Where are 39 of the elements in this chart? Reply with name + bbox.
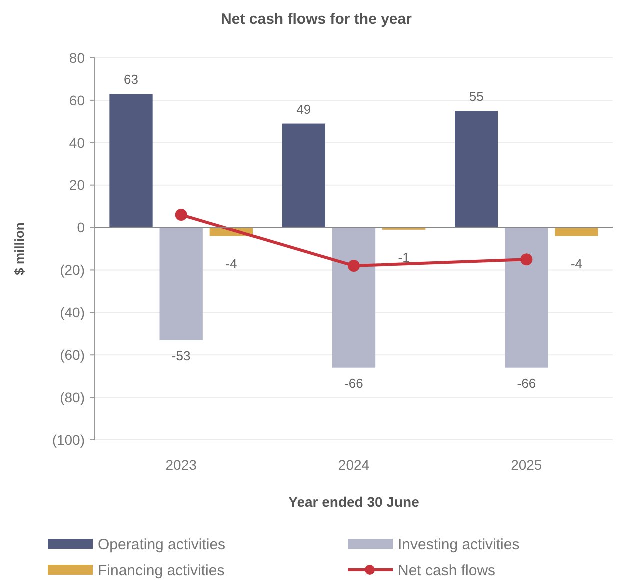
x-tick-label: 2023: [166, 457, 198, 473]
x-axis-title: Year ended 30 June: [288, 494, 420, 510]
y-axis-title: $ million: [12, 222, 27, 276]
y-tick-label: 80: [69, 50, 86, 66]
legend-label: Financing activities: [98, 562, 225, 580]
data-label: -4: [226, 256, 238, 272]
point: [175, 209, 188, 222]
data-label: 55: [469, 89, 484, 104]
data-label: -66: [344, 376, 364, 391]
data-label: -66: [517, 376, 536, 391]
point: [520, 254, 533, 266]
data-label: 63: [124, 72, 138, 88]
bar: [332, 228, 376, 368]
y-tick-label: (60): [60, 347, 85, 364]
y-tick-label: (100): [52, 432, 85, 448]
y-tick-label: 40: [69, 134, 86, 151]
bar: [455, 111, 498, 228]
bar: [160, 228, 203, 340]
bar: [282, 124, 326, 228]
chart-title: Net cash flows for the year: [221, 11, 412, 28]
legend-label: Net cash flows: [398, 562, 496, 580]
data-label: 49: [296, 102, 312, 117]
data-label: -53: [172, 348, 191, 364]
legend-label: Investing activities: [398, 536, 520, 554]
bar: [505, 228, 548, 368]
y-tick-label: 20: [69, 177, 86, 194]
data-label: -1: [398, 250, 410, 265]
y-tick-label: 60: [69, 92, 86, 108]
bar: [555, 228, 598, 236]
y-tick-label: (40): [60, 304, 85, 321]
y-tick-label: (20): [60, 262, 85, 278]
legend-label: Operating activities: [98, 536, 226, 554]
point: [348, 260, 360, 272]
y-tick-label: (80): [60, 389, 85, 406]
data-label: -4: [570, 256, 583, 272]
x-tick-label: 2025: [511, 457, 542, 473]
bar: [110, 94, 153, 228]
y-tick-label: 0: [77, 220, 86, 236]
x-tick-label: 2024: [338, 457, 370, 473]
